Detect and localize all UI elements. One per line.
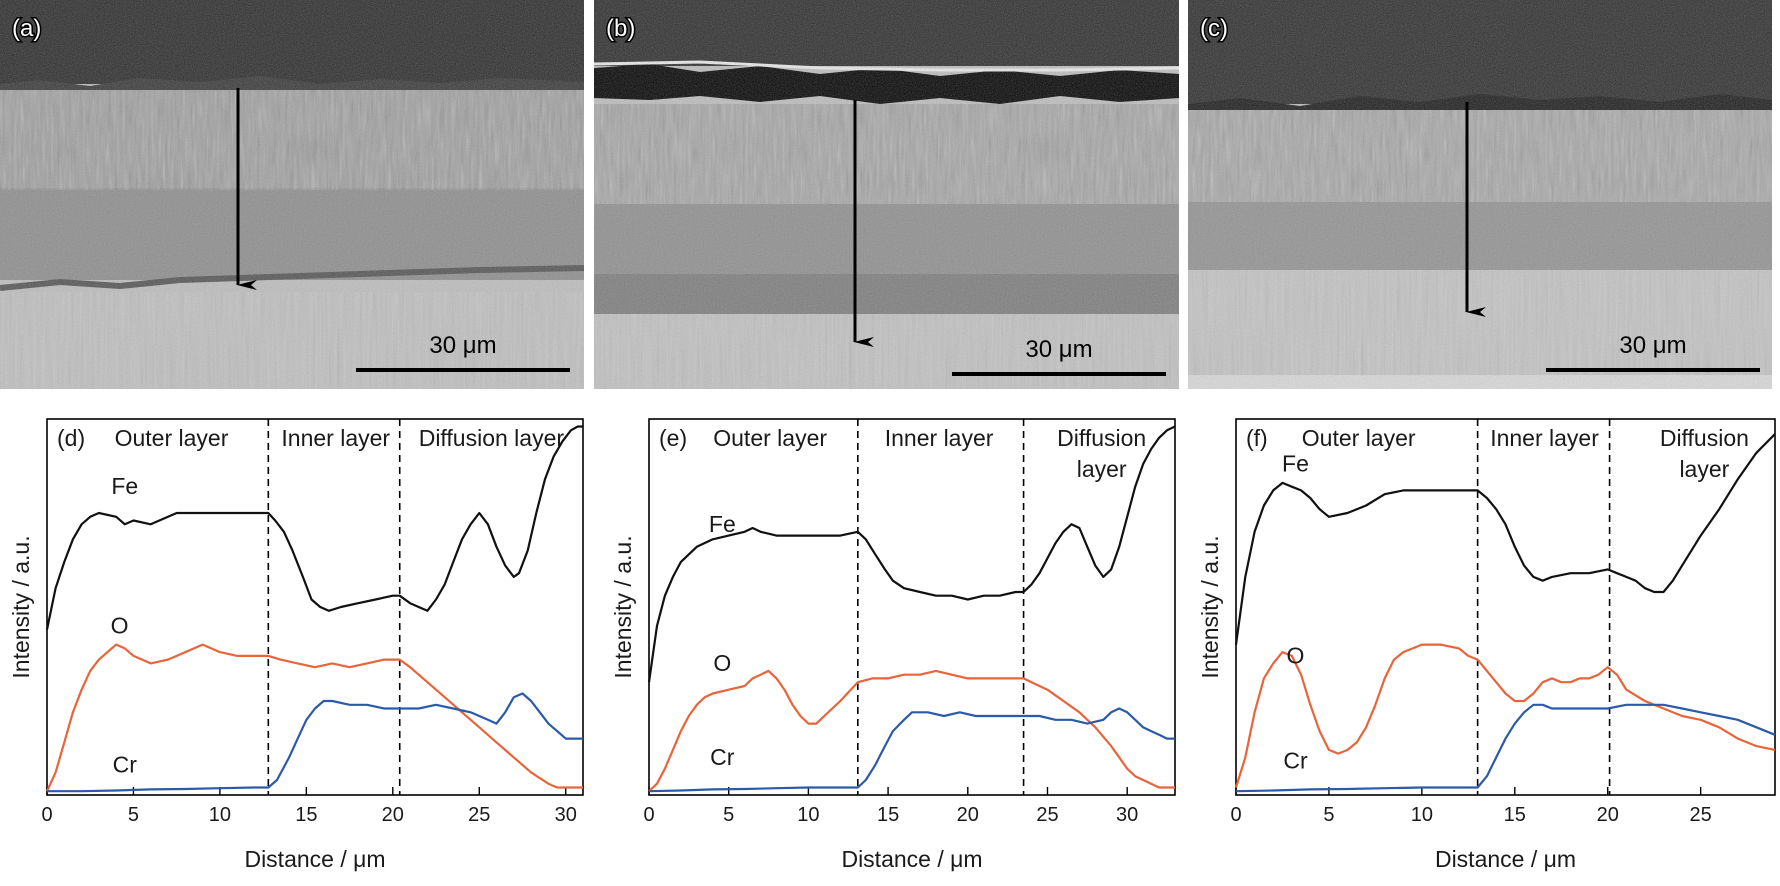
- sem-substrate-texture: [594, 314, 1179, 389]
- y-axis-title: Intensity / a.u.: [8, 535, 34, 678]
- panel-label: (e): [659, 425, 687, 451]
- region-label: Diffusion: [1660, 425, 1749, 451]
- region-label: Inner layer: [885, 425, 994, 451]
- x-tick-label: 10: [797, 804, 819, 826]
- linescan-plot-d: 0 5 10 15 20 25 30 Distance / μm Intensity / a.u…: [8, 418, 584, 872]
- region-label: layer: [1679, 456, 1729, 482]
- x-tick-label: 15: [1504, 804, 1526, 826]
- region-label: layer: [1077, 456, 1127, 482]
- x-tick-label: 30: [555, 804, 577, 826]
- y-axis-title: Intensity / a.u.: [1197, 535, 1223, 678]
- series-line-o: [1234, 643, 1776, 788]
- plot-frame: [648, 418, 1176, 796]
- x-tick-label: 25: [468, 804, 490, 826]
- region-label: Inner layer: [1490, 425, 1599, 451]
- x-tick-label: 20: [382, 804, 404, 826]
- series-line-o: [45, 643, 583, 792]
- linescan-plot-e: 0 5 10 15 20 25 30 Distance / μm Intensity / a.u…: [610, 418, 1176, 872]
- x-tick-label: 10: [209, 804, 231, 826]
- sem-columnar-texture: [594, 104, 1179, 204]
- series-label-o: O: [1287, 642, 1305, 668]
- x-tick-label: 15: [877, 804, 899, 826]
- series-label-fe: Fe: [1282, 451, 1309, 477]
- series-line-fe: [1234, 433, 1776, 645]
- panel-label: (d): [57, 425, 85, 451]
- sem-substrate-texture: [1188, 270, 1772, 375]
- x-tick-label: 30: [1116, 804, 1138, 826]
- series-line-o: [648, 669, 1175, 793]
- plot-frame: [46, 418, 584, 796]
- scale-bar-label: 30 μm: [1025, 336, 1092, 363]
- series-line-fe: [45, 425, 583, 630]
- x-tick-label: 25: [1690, 804, 1712, 826]
- plot-frame: [1235, 418, 1776, 796]
- region-label: Diffusion layer: [419, 425, 565, 451]
- sem-columnar-texture: [1188, 110, 1772, 202]
- x-axis-title: Distance / μm: [841, 846, 982, 872]
- micrograph-a: 30 μm (a): [0, 0, 584, 389]
- x-tick-label: 0: [1230, 804, 1241, 826]
- scale-bar-label: 30 μm: [1619, 332, 1686, 359]
- x-tick-label: 0: [41, 804, 52, 826]
- micrograph-c: 30 μm (c): [1188, 0, 1772, 389]
- series-label-o: O: [713, 650, 731, 676]
- series-line-cr: [1235, 703, 1776, 793]
- scale-bar-label: 30 μm: [429, 332, 496, 359]
- series-line-fe: [647, 425, 1176, 683]
- x-tick-label: 20: [957, 804, 979, 826]
- sem-substrate-texture: [0, 292, 584, 389]
- panel-label-c: (c): [1200, 15, 1228, 42]
- linescan-plot-f: 0 5 10 15 20 25 Distance / μm Intensity / a.u. (…: [1197, 418, 1776, 872]
- x-tick-label: 20: [1597, 804, 1619, 826]
- series-label-o: O: [111, 612, 129, 638]
- series-line-cr: [47, 692, 583, 793]
- region-label: Outer layer: [713, 425, 827, 451]
- series-line-cr: [648, 707, 1175, 793]
- x-tick-label: 10: [1411, 804, 1433, 826]
- x-axis-title: Distance / μm: [244, 846, 385, 872]
- x-tick-label: 5: [128, 804, 139, 826]
- x-tick-label: 5: [723, 804, 734, 826]
- series-label-fe: Fe: [709, 511, 736, 537]
- x-tick-label: 15: [295, 804, 317, 826]
- x-tick-label: 0: [643, 804, 654, 826]
- region-label: Inner layer: [281, 425, 390, 451]
- y-axis-title: Intensity / a.u.: [610, 535, 636, 678]
- x-tick-label: 5: [1323, 804, 1334, 826]
- x-tick-label: 25: [1036, 804, 1058, 826]
- panel-label-a: (a): [12, 15, 41, 42]
- series-label-fe: Fe: [111, 473, 138, 499]
- series-label-cr: Cr: [113, 751, 138, 777]
- region-label: Outer layer: [1302, 425, 1416, 451]
- region-label: Outer layer: [115, 425, 229, 451]
- series-label-cr: Cr: [1283, 748, 1308, 774]
- series-label-cr: Cr: [710, 744, 735, 770]
- panel-label: (f): [1246, 425, 1268, 451]
- panel-label-b: (b): [606, 15, 635, 42]
- sem-columnar-texture: [0, 90, 584, 190]
- region-label: Diffusion: [1057, 425, 1146, 451]
- x-axis-title: Distance / μm: [1435, 846, 1576, 872]
- micrograph-b: 30 μm (b): [594, 0, 1179, 389]
